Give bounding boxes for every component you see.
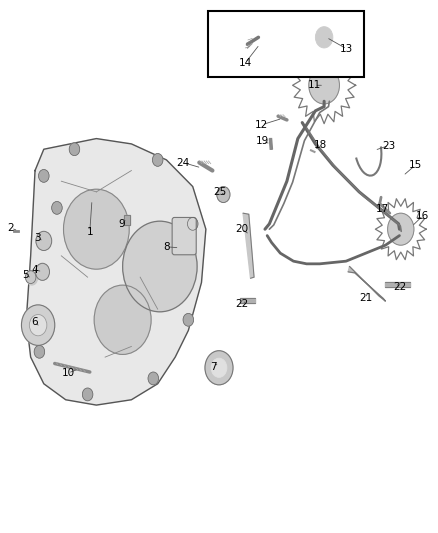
Text: 23: 23 — [382, 141, 396, 150]
Text: 17: 17 — [376, 205, 389, 214]
Circle shape — [211, 358, 227, 377]
Polygon shape — [385, 282, 410, 287]
Polygon shape — [348, 266, 385, 301]
Circle shape — [183, 313, 194, 326]
Circle shape — [64, 189, 129, 269]
Circle shape — [309, 67, 339, 104]
Polygon shape — [26, 139, 206, 405]
Text: 24: 24 — [177, 158, 190, 167]
Circle shape — [152, 154, 163, 166]
Text: 22: 22 — [235, 299, 248, 309]
Circle shape — [69, 143, 80, 156]
Polygon shape — [240, 298, 255, 303]
Text: 10: 10 — [61, 368, 74, 378]
Polygon shape — [269, 139, 272, 149]
Text: 6: 6 — [32, 317, 39, 327]
Text: 5: 5 — [22, 270, 29, 280]
Circle shape — [34, 345, 45, 358]
Text: 16: 16 — [416, 211, 429, 221]
Bar — [208, 11, 364, 77]
Circle shape — [52, 201, 62, 214]
Text: 1: 1 — [86, 227, 93, 237]
Text: 7: 7 — [210, 362, 217, 372]
Circle shape — [25, 271, 36, 284]
Text: 18: 18 — [314, 140, 327, 150]
Circle shape — [148, 372, 159, 385]
Text: 4: 4 — [32, 265, 39, 274]
Circle shape — [35, 263, 49, 280]
FancyBboxPatch shape — [172, 217, 196, 255]
Text: 25: 25 — [213, 187, 226, 197]
Text: 21: 21 — [359, 294, 372, 303]
Circle shape — [187, 217, 198, 230]
Circle shape — [217, 187, 230, 203]
Text: 22: 22 — [394, 282, 407, 292]
Circle shape — [26, 271, 38, 285]
Circle shape — [29, 314, 47, 336]
Circle shape — [94, 285, 151, 354]
Text: 12: 12 — [255, 120, 268, 130]
Circle shape — [21, 305, 55, 345]
Circle shape — [82, 388, 93, 401]
Circle shape — [205, 351, 233, 385]
Circle shape — [39, 169, 49, 182]
Text: 3: 3 — [34, 233, 41, 243]
Text: 9: 9 — [118, 219, 125, 229]
Polygon shape — [243, 213, 254, 278]
Text: 2: 2 — [7, 223, 14, 233]
Text: 19: 19 — [256, 136, 269, 146]
Circle shape — [123, 221, 197, 312]
Text: 11: 11 — [308, 80, 321, 90]
Text: 8: 8 — [163, 242, 170, 252]
Circle shape — [315, 27, 333, 48]
Text: 20: 20 — [235, 224, 248, 234]
Circle shape — [36, 231, 52, 251]
Text: 14: 14 — [239, 58, 252, 68]
Text: 13: 13 — [340, 44, 353, 54]
Circle shape — [388, 213, 414, 245]
Polygon shape — [124, 215, 130, 225]
Text: 15: 15 — [409, 160, 422, 170]
